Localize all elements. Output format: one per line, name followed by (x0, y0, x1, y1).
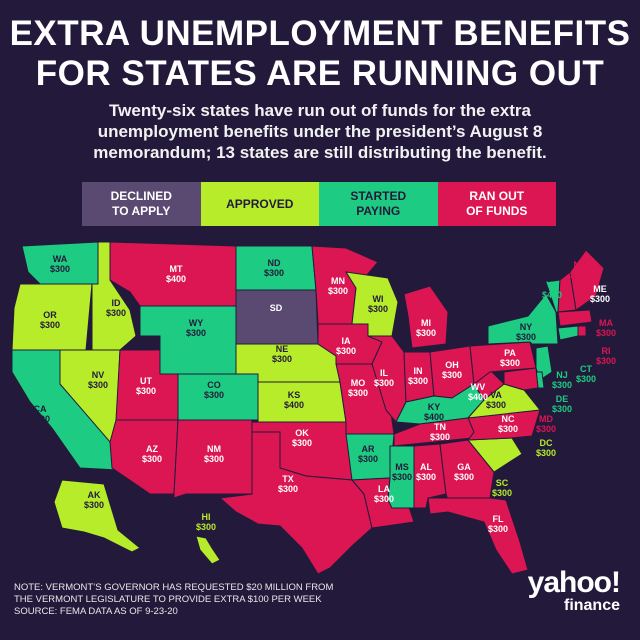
state-label-nh: NH $300 (569, 260, 591, 280)
state-label-ga: GA $300 (453, 462, 475, 482)
state-label-nv: NV $300 (87, 370, 109, 390)
state-label-vt: VT $400 (541, 280, 563, 300)
state-label-nj: NJ $300 (551, 370, 573, 390)
state-tx (218, 431, 373, 575)
state-label-ut: UT $300 (135, 376, 157, 396)
state-label-oh: OH $300 (441, 360, 463, 380)
state-label-wy: WY $300 (185, 318, 207, 338)
legend-declined: DECLINED TO APPLY (82, 182, 201, 226)
yahoo-finance-logo: yahoo! finance (527, 566, 621, 614)
legend-approved: APPROVED (200, 182, 319, 226)
state-label-nc: NC $300 (497, 414, 519, 434)
state-label-tn: TN $300 (429, 422, 451, 442)
state-label-id: ID $300 (105, 298, 127, 318)
state-mi (403, 285, 449, 349)
state-label-tx: TX $300 (277, 474, 299, 494)
brand-sub: finance (563, 597, 620, 614)
legend: DECLINED TO APPLY APPROVED STARTED PAYIN… (82, 182, 556, 226)
us-state-map: WA $300 OR $300 CA $300 NV $300 ID $300 MT $4… (0, 232, 640, 580)
state-label-il: IL $300 (373, 368, 395, 388)
state-label-pa: PA $300 (499, 348, 521, 368)
state-ct (557, 325, 579, 341)
state-label-ma: MA $300 (595, 318, 617, 338)
state-label-va: VA $300 (485, 390, 507, 410)
state-sd (235, 289, 319, 345)
state-label-or: OR $300 (39, 310, 61, 330)
state-label-ks: KS $400 (283, 390, 305, 410)
state-label-hi: HI $300 (195, 512, 217, 532)
state-label-mi: MI $300 (415, 318, 437, 338)
state-label-nd: ND $300 (263, 258, 285, 278)
legend-started-paying: STARTED PAYING (319, 182, 438, 226)
state-label-la: LA $300 (373, 484, 395, 504)
state-label-ne: NE $300 (271, 344, 293, 364)
source-line: SOURCE: FEMA DATA AS OF 9-23-20 (14, 606, 178, 617)
infographic-subtitle: Twenty-six states have run out of funds … (93, 101, 547, 162)
state-label-wi: WI $300 (367, 294, 389, 314)
state-label-md: MD $300 (535, 414, 557, 434)
state-label-ca: CA $300 (29, 404, 51, 424)
state-label-sc: SC $300 (491, 478, 513, 498)
state-label-mt: MT $400 (165, 264, 187, 284)
state-label-me: ME $300 (589, 284, 611, 304)
title-line-1: EXTRA UNEMPLOYMENT BENEFITS (9, 14, 631, 53)
state-label-ms: MS $300 (391, 462, 413, 482)
state-label-ny: NY $300 (515, 322, 537, 342)
state-label-ar: AR $300 (357, 444, 379, 464)
state-label-ri: RI $300 (595, 346, 617, 366)
state-fl (427, 497, 529, 575)
state-ak (53, 479, 141, 553)
state-ri (577, 325, 587, 337)
state-nm (173, 419, 253, 499)
state-label-mn: MN $300 (327, 276, 349, 296)
state-ma (557, 309, 593, 327)
state-label-wv: WV $400 (467, 382, 489, 402)
infographic-title: EXTRA UNEMPLOYMENT BENEFITS FOR STATES A… (0, 14, 640, 94)
state-label-sd: SD (269, 303, 283, 313)
state-label-ct: CT $300 (575, 364, 597, 384)
state-label-al: AL $300 (415, 462, 437, 482)
state-label-fl: FL $300 (487, 514, 509, 534)
note-line-1: NOTE: VERMONT’S GOVERNOR HAS REQUESTED $… (14, 582, 334, 593)
title-line-2: FOR STATES ARE RUNNING OUT (35, 54, 605, 93)
state-label-in: IN $300 (407, 366, 429, 386)
state-label-ia: IA $300 (335, 336, 357, 356)
state-label-ok: OK $300 (291, 428, 313, 448)
brand-name: yahoo! (527, 566, 621, 599)
state-label-de: DE $300 (551, 394, 573, 414)
state-label-ky: KY $400 (423, 402, 445, 422)
state-label-nm: NM $300 (203, 444, 225, 464)
legend-ran-out: RAN OUT OF FUNDS (437, 182, 556, 226)
map-svg (11, 241, 605, 575)
state-ny (487, 293, 559, 345)
state-label-ak: AK $300 (83, 490, 105, 510)
state-me (569, 249, 605, 311)
state-label-dc: DC $300 (535, 438, 557, 458)
footnote: NOTE: VERMONT’S GOVERNOR HAS REQUESTED $… (14, 582, 434, 618)
note-line-2: THE VERMONT LEGISLATURE TO PROVIDE EXTRA… (14, 594, 322, 605)
state-hi (195, 535, 221, 565)
state-label-az: AZ $300 (141, 444, 163, 464)
state-label-mo: MO $300 (347, 378, 369, 398)
state-label-co: CO $300 (203, 380, 225, 400)
state-label-wa: WA $300 (49, 254, 71, 274)
state-md (503, 367, 539, 391)
